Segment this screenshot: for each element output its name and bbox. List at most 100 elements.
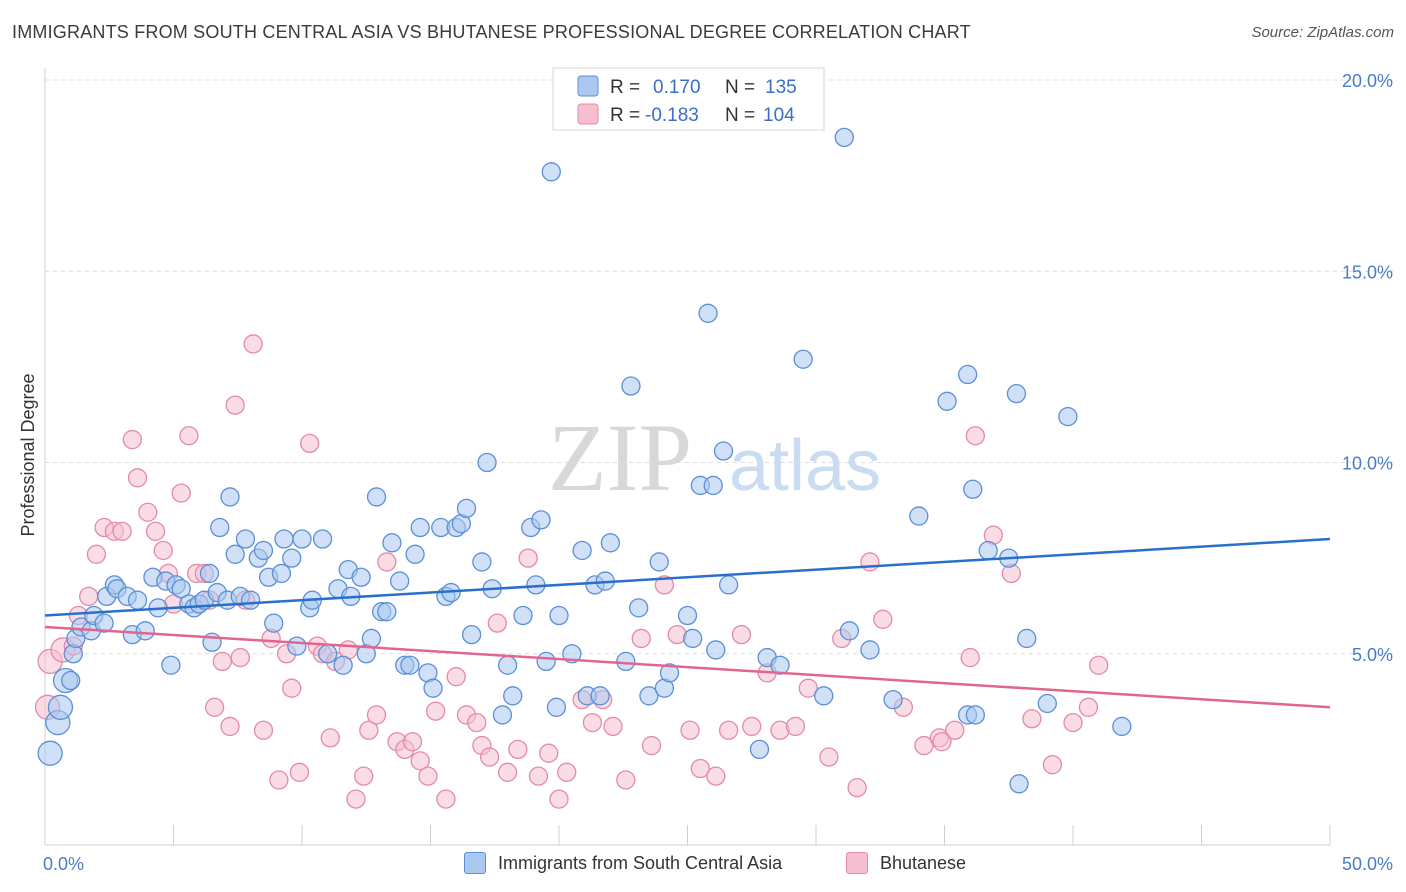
south-central-asia-point-64 xyxy=(400,655,420,675)
legend-n-label-1: N = xyxy=(725,77,755,98)
south-central-asia-point-10 xyxy=(94,613,114,633)
south-central-asia-point-118 xyxy=(839,621,860,641)
legend-r-label-2: R = xyxy=(610,105,640,126)
bhutanese-point-18 xyxy=(179,426,199,446)
bhutanese-point-44 xyxy=(366,705,387,725)
bhutanese-point-5 xyxy=(79,586,99,607)
bhutanese-point-23 xyxy=(212,651,232,672)
bhutanese-point-28 xyxy=(243,334,263,354)
bhutanese-point-48 xyxy=(402,732,423,752)
series-legend-swatch-blue xyxy=(464,852,486,874)
bhutanese-point-64 xyxy=(549,789,569,809)
series-bhutanese xyxy=(34,334,1109,809)
south-central-asia-point-37 xyxy=(240,590,261,610)
south-central-asia-point-105 xyxy=(682,628,703,649)
bhutanese-point-10 xyxy=(122,429,143,450)
south-central-asia-point-16 xyxy=(127,590,148,610)
chart-title: IMMIGRANTS FROM SOUTH CENTRAL ASIA VS BH… xyxy=(12,22,971,42)
south-central-asia-point-133 xyxy=(1112,716,1132,737)
south-central-asia-point-45 xyxy=(287,636,307,656)
south-central-asia-point-65 xyxy=(405,544,425,564)
south-central-asia-point-77 xyxy=(477,452,497,473)
south-central-asia-point-23 xyxy=(171,579,191,599)
south-central-asia-point-2 xyxy=(47,694,74,720)
south-central-asia-point-88 xyxy=(546,697,567,717)
south-central-asia-point-81 xyxy=(503,686,523,706)
south-central-asia-point-33 xyxy=(220,487,240,507)
south-central-asia-point-90 xyxy=(562,644,582,664)
bhutanese-point-85 xyxy=(819,747,839,767)
south-central-asia-point-121 xyxy=(909,506,929,526)
source-label: Source: ZipAtlas.com xyxy=(1251,24,1394,41)
series-legend-label-blue: Immigrants from South Central Asia xyxy=(498,852,783,873)
bhutanese-point-71 xyxy=(631,628,651,649)
legend-swatch-pink xyxy=(577,103,599,125)
south-central-asia-point-57 xyxy=(361,628,382,649)
south-central-asia-point-124 xyxy=(963,479,983,499)
south-central-asia-point-107 xyxy=(698,303,718,323)
bhutanese-point-45 xyxy=(377,552,397,572)
bhutanese-point-83 xyxy=(785,716,806,737)
south-central-asia-point-112 xyxy=(749,739,770,760)
south-central-asia-point-101 xyxy=(649,552,669,572)
south-central-asia-point-55 xyxy=(351,567,371,587)
south-central-asia-point-82 xyxy=(513,605,533,626)
bhutanese-point-55 xyxy=(467,712,487,733)
series-legend-label-pink: Bhutanese xyxy=(880,852,967,873)
south-central-asia-point-120 xyxy=(883,690,903,710)
series-legend: Immigrants from South Central Asia Bhuta… xyxy=(0,852,1406,878)
legend-r-label-1: R = xyxy=(610,77,640,98)
bhutanese-point-62 xyxy=(528,766,549,786)
south-central-asia-point-130 xyxy=(1009,774,1029,794)
south-central-asia-point-39 xyxy=(253,540,274,561)
bhutanese-point-84 xyxy=(798,678,818,698)
grid-lines xyxy=(45,79,1395,655)
bhutanese-point-70 xyxy=(616,770,636,790)
south-central-asia-point-21 xyxy=(161,655,181,675)
south-central-asia-point-74 xyxy=(456,498,477,519)
bhutanese-point-13 xyxy=(145,521,166,541)
south-central-asia-point-36 xyxy=(235,529,256,549)
south-central-asia-point-31 xyxy=(210,517,230,538)
bhutanese-point-72 xyxy=(641,735,662,756)
bhutanese-point-59 xyxy=(497,762,518,782)
south-central-asia-point-0 xyxy=(37,740,63,766)
bhutanese-point-22 xyxy=(204,697,225,717)
south-central-asia-point-44 xyxy=(282,548,302,568)
y-tick-label-2: 15.0% xyxy=(1342,262,1393,282)
bhutanese-point-65 xyxy=(557,762,577,782)
south-central-asia-point-87 xyxy=(541,162,561,182)
south-central-asia-point-58 xyxy=(366,487,387,507)
legend-r-value-1: 0.170 xyxy=(653,77,701,98)
south-central-asia-point-60 xyxy=(377,602,397,622)
south-central-asia-point-99 xyxy=(629,598,649,618)
bhutanese-point-29 xyxy=(253,720,274,740)
south-central-asia-point-110 xyxy=(713,441,734,461)
series-immigrants-south-central-asia xyxy=(37,127,1132,794)
bhutanese-point-67 xyxy=(582,712,603,733)
trend-lines xyxy=(44,537,1331,709)
bhutanese-point-75 xyxy=(680,720,700,740)
south-central-asia-point-79 xyxy=(492,705,513,725)
south-central-asia-point-86 xyxy=(536,651,556,672)
south-central-asia-point-89 xyxy=(549,605,569,626)
y-tick-label-0: 5.0% xyxy=(1352,645,1393,665)
bhutanese-point-24 xyxy=(220,716,240,737)
trend-line-south-central-asia xyxy=(44,537,1331,617)
series-legend-item-blue: Immigrants from South Central Asia xyxy=(464,852,782,874)
watermark-zip: ZIP xyxy=(548,404,692,511)
bhutanese-point-79 xyxy=(731,624,752,645)
bhutanese-point-78 xyxy=(718,720,739,740)
bhutanese-point-50 xyxy=(418,766,438,786)
bhutanese-point-42 xyxy=(354,766,374,786)
bhutanese-point-61 xyxy=(518,548,538,568)
south-central-asia-point-91 xyxy=(572,540,592,561)
south-central-asia-point-132 xyxy=(1058,406,1078,427)
bhutanese-point-89 xyxy=(873,609,893,629)
y-tick-labels: 5.0% 10.0% 15.0% 20.0% xyxy=(1342,71,1393,665)
bhutanese-point-63 xyxy=(539,743,559,763)
south-central-asia-point-50 xyxy=(318,644,338,664)
legend-n-value-2: 104 xyxy=(763,105,795,126)
south-central-asia-point-115 xyxy=(793,349,813,369)
south-central-asia-point-96 xyxy=(600,533,621,553)
